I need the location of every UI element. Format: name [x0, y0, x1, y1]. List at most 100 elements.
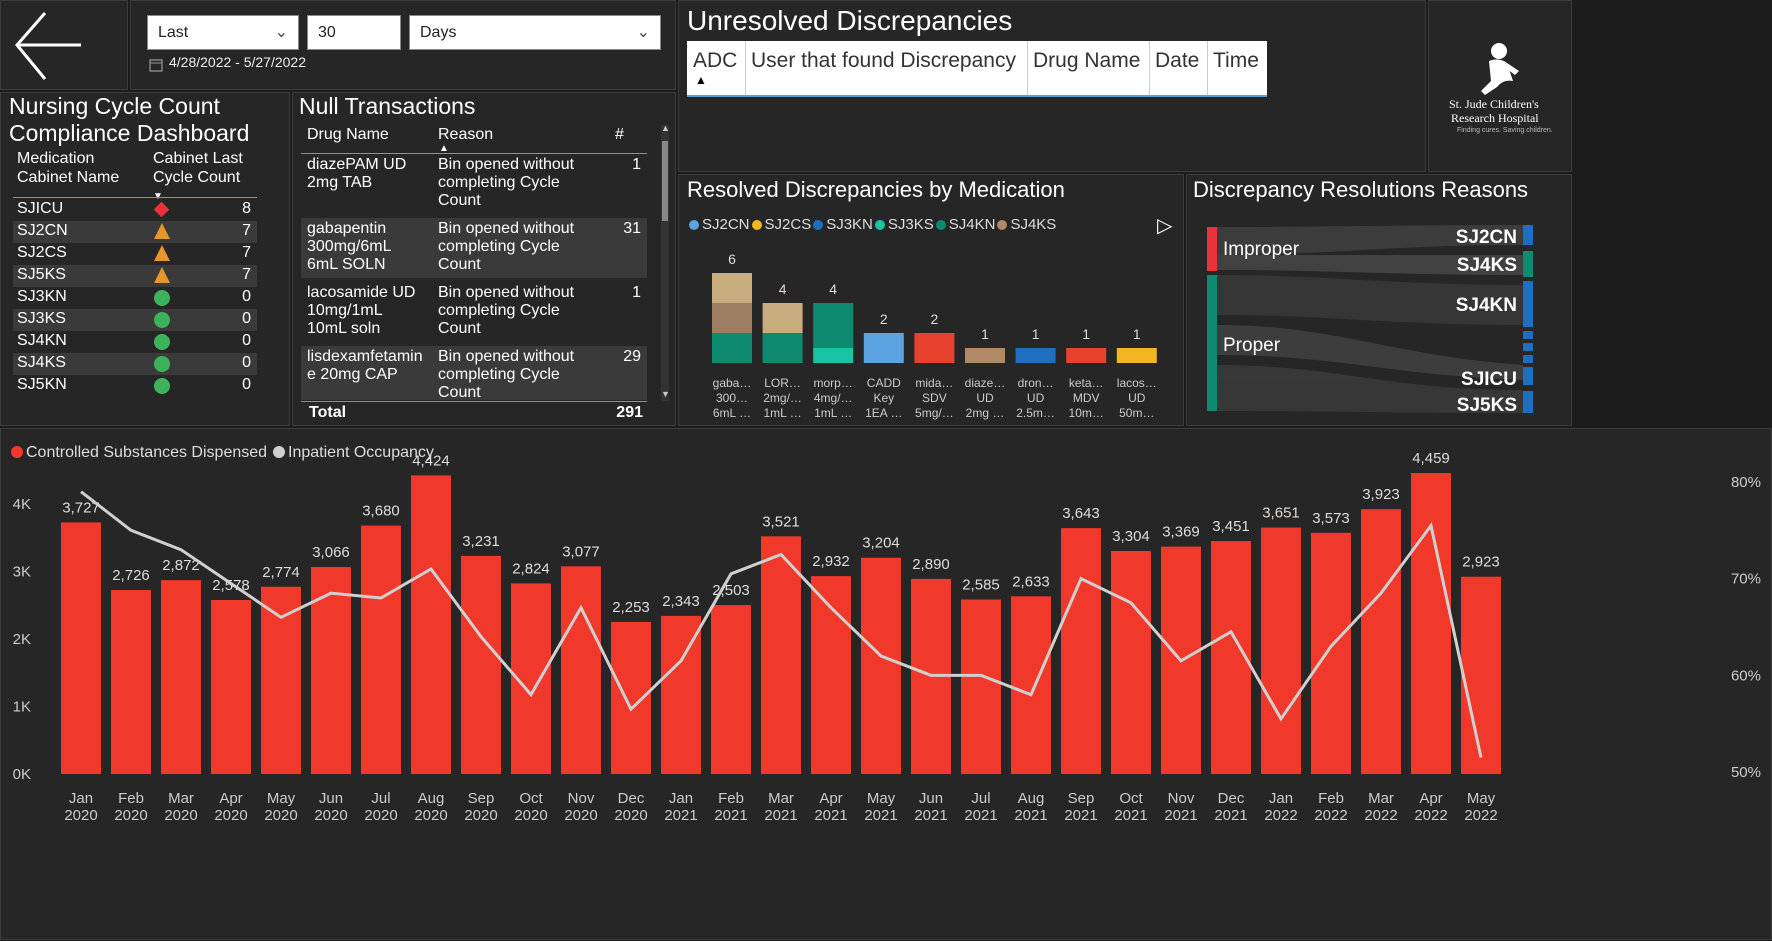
col-header-drug-name[interactable]: Drug Name [307, 126, 389, 143]
dispensed-bar[interactable] [861, 557, 901, 774]
legend-item[interactable]: SJ3KS [874, 216, 934, 233]
dispensed-bar[interactable] [161, 580, 201, 774]
x-month-label: Dec [1218, 790, 1245, 807]
cabinet-row[interactable]: SJ2CN 7 [13, 221, 257, 243]
scroll-thumb[interactable] [662, 141, 668, 221]
dispensed-bar[interactable] [561, 566, 601, 774]
header-divider [13, 197, 257, 198]
legend-item[interactable]: SJ4KS [997, 216, 1056, 233]
period-unit-select[interactable]: Days ⌄ [409, 15, 661, 50]
dispensed-bar[interactable] [1361, 509, 1401, 774]
resolved-bar-segment[interactable] [1015, 348, 1056, 363]
col-header-last-count[interactable]: Cabinet Last Cycle Count ▼ [153, 149, 243, 206]
resolved-bar-value: 2 [880, 311, 888, 327]
scroll-up-icon[interactable]: ▲ [661, 123, 670, 133]
legend-item[interactable]: SJ2CN [689, 216, 750, 233]
dispensed-bar[interactable] [461, 555, 501, 774]
sankey-label-sjicu: SJICU [1461, 369, 1517, 390]
bar-value-label: 3,651 [1262, 505, 1300, 522]
legend-item[interactable]: SJ2CS [751, 216, 811, 233]
relative-mode-select[interactable]: Last ⌄ [147, 15, 299, 50]
cabinet-row[interactable]: SJ3KN 0 [13, 287, 257, 309]
cabinet-row[interactable]: SJ3KS 0 [13, 309, 257, 331]
scroll-down-icon[interactable]: ▼ [661, 389, 670, 399]
dispensed-bar[interactable] [211, 599, 251, 774]
col-header-cabinet[interactable]: Medication Cabinet Name [17, 150, 120, 186]
dispensed-bar[interactable] [1261, 527, 1301, 774]
col-header-drug[interactable]: Drug Name [1027, 41, 1150, 95]
dispensed-bar[interactable] [961, 599, 1001, 774]
cabinet-row[interactable]: SJ2CS 7 [13, 243, 257, 265]
legend-item[interactable]: SJ4KN [935, 216, 995, 233]
resolved-bar-segment[interactable] [914, 333, 955, 363]
dispensed-bar[interactable] [1011, 596, 1051, 774]
col-header-count[interactable]: # [615, 126, 624, 143]
cabinet-row[interactable]: SJ4KN 0 [13, 331, 257, 353]
dispensed-bar[interactable] [1411, 473, 1451, 774]
legend-item[interactable]: Inpatient Occupancy [273, 444, 434, 462]
dispensed-bar[interactable] [1311, 532, 1351, 774]
dispensed-bar[interactable] [411, 475, 451, 774]
logo-tagline: Finding cures. Saving children. [1457, 127, 1553, 134]
circle-status-icon [154, 378, 170, 394]
resolved-bar-segment[interactable] [813, 348, 854, 363]
resolved-bar-segment[interactable] [762, 333, 803, 363]
dispensed-bar[interactable] [111, 589, 151, 774]
legend-dot [874, 220, 885, 230]
resolved-bar-segment[interactable] [712, 333, 752, 363]
dispensed-bar[interactable] [311, 567, 351, 774]
legend-item[interactable]: SJ3KN [813, 216, 873, 233]
reason-cell: Bin opened without completing Cycle Count [438, 284, 575, 337]
dispensed-bar[interactable] [1061, 528, 1101, 774]
resolved-bar-segment[interactable] [1066, 348, 1107, 363]
back-arrow-icon[interactable] [9, 9, 89, 85]
col-header-date[interactable]: Date [1149, 41, 1208, 95]
resolved-bar-segment[interactable] [712, 303, 752, 333]
row-stripe [13, 353, 257, 375]
period-value-input[interactable]: 30 [307, 15, 401, 50]
resolved-bar-segment[interactable] [813, 303, 854, 348]
scrollbar[interactable]: ▲ ▼ [661, 123, 670, 401]
resolved-x-label: keta… [1069, 376, 1104, 390]
hospital-logo [1481, 43, 1519, 95]
occupancy-line[interactable] [80, 490, 1483, 758]
dispensed-bar[interactable] [611, 621, 651, 774]
col-header-adc[interactable]: ADC ▲ [687, 41, 746, 95]
resolved-bar-segment[interactable] [965, 348, 1005, 363]
dispensed-bar[interactable] [61, 522, 101, 774]
sankey-label-improper: Improper [1223, 239, 1300, 260]
x-year-label: 2020 [514, 807, 547, 824]
resolved-bar-segment[interactable] [1116, 348, 1157, 363]
dispensed-bar[interactable] [361, 525, 401, 774]
resolved-x-label: diaze… [965, 376, 1006, 390]
resolved-x-label: 300… [716, 391, 748, 405]
dispensed-bar[interactable] [761, 536, 801, 774]
col-header-time[interactable]: Time [1213, 49, 1259, 72]
dispensed-bar[interactable] [1111, 550, 1151, 774]
null-tx-row[interactable]: lisdexamfetamin e 20mg CAP Bin opened with… [301, 346, 647, 400]
resolved-bar-segment[interactable] [762, 303, 803, 333]
sj5ks-node [1523, 391, 1533, 413]
null-tx-row[interactable]: gabapentin 300mg/6mL 6mL SOLN Bin opened wi… [301, 218, 647, 278]
legend-next-icon[interactable]: ▷ [1157, 215, 1173, 237]
sort-desc-icon: ▼ [153, 191, 163, 202]
resolved-bar-segment[interactable] [863, 333, 904, 363]
bar-value-label: 2,503 [712, 582, 750, 599]
col-header-user[interactable]: User that found Discrepancy [745, 41, 1028, 95]
cabinet-row[interactable]: SJ5KN 0 [13, 375, 257, 397]
null-tx-row[interactable]: lacosamide UD 10mg/1mL 10mL soln Bin opened… [301, 282, 647, 342]
resolved-bar-segment[interactable] [712, 273, 752, 303]
legend-item[interactable]: Controlled Substances Dispensed [11, 444, 267, 462]
resolved-bar-value: 1 [1133, 326, 1141, 342]
dispensed-bar[interactable] [261, 586, 301, 774]
dispensed-bar[interactable] [1461, 576, 1501, 774]
cabinet-row[interactable]: SJICU 8 [13, 199, 257, 221]
logo-name-line2: Research Hospital [1451, 111, 1539, 125]
x-month-label: Sep [1068, 790, 1095, 807]
cabinet-row[interactable]: SJ5KS 7 [13, 265, 257, 287]
cabinet-row[interactable]: SJ4KS 0 [13, 353, 257, 375]
dispensed-bar[interactable] [711, 605, 751, 774]
null-tx-row[interactable]: diazePAM UD 2mg TAB Bin opened without comp… [301, 154, 647, 214]
dispensed-bar[interactable] [661, 615, 701, 774]
col-header-reason[interactable]: Reason [438, 126, 494, 143]
